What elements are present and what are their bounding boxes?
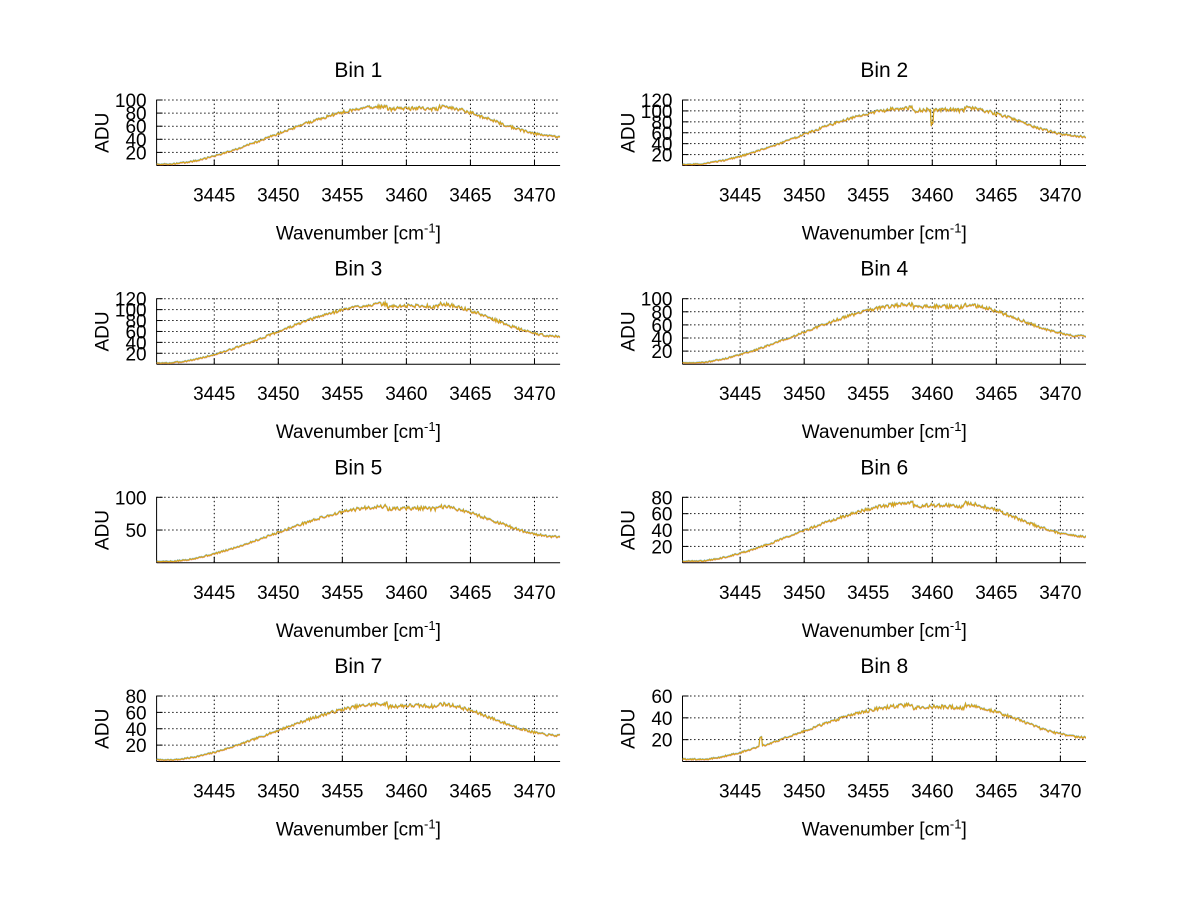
- svg-text:3465: 3465: [975, 782, 1017, 803]
- svg-text:60: 60: [651, 687, 672, 708]
- svg-text:20: 20: [651, 731, 672, 752]
- svg-text:ADU: ADU: [619, 709, 640, 749]
- svg-text:3460: 3460: [911, 782, 953, 803]
- svg-text:3450: 3450: [783, 782, 825, 803]
- svg-text:Bin 8: Bin 8: [860, 655, 908, 678]
- svg-text:Wavenumber [cm-1]: Wavenumber [cm-1]: [802, 816, 967, 841]
- svg-text:3445: 3445: [719, 782, 761, 803]
- svg-text:3470: 3470: [1039, 782, 1081, 803]
- svg-text:3455: 3455: [847, 782, 889, 803]
- svg-text:40: 40: [651, 709, 672, 730]
